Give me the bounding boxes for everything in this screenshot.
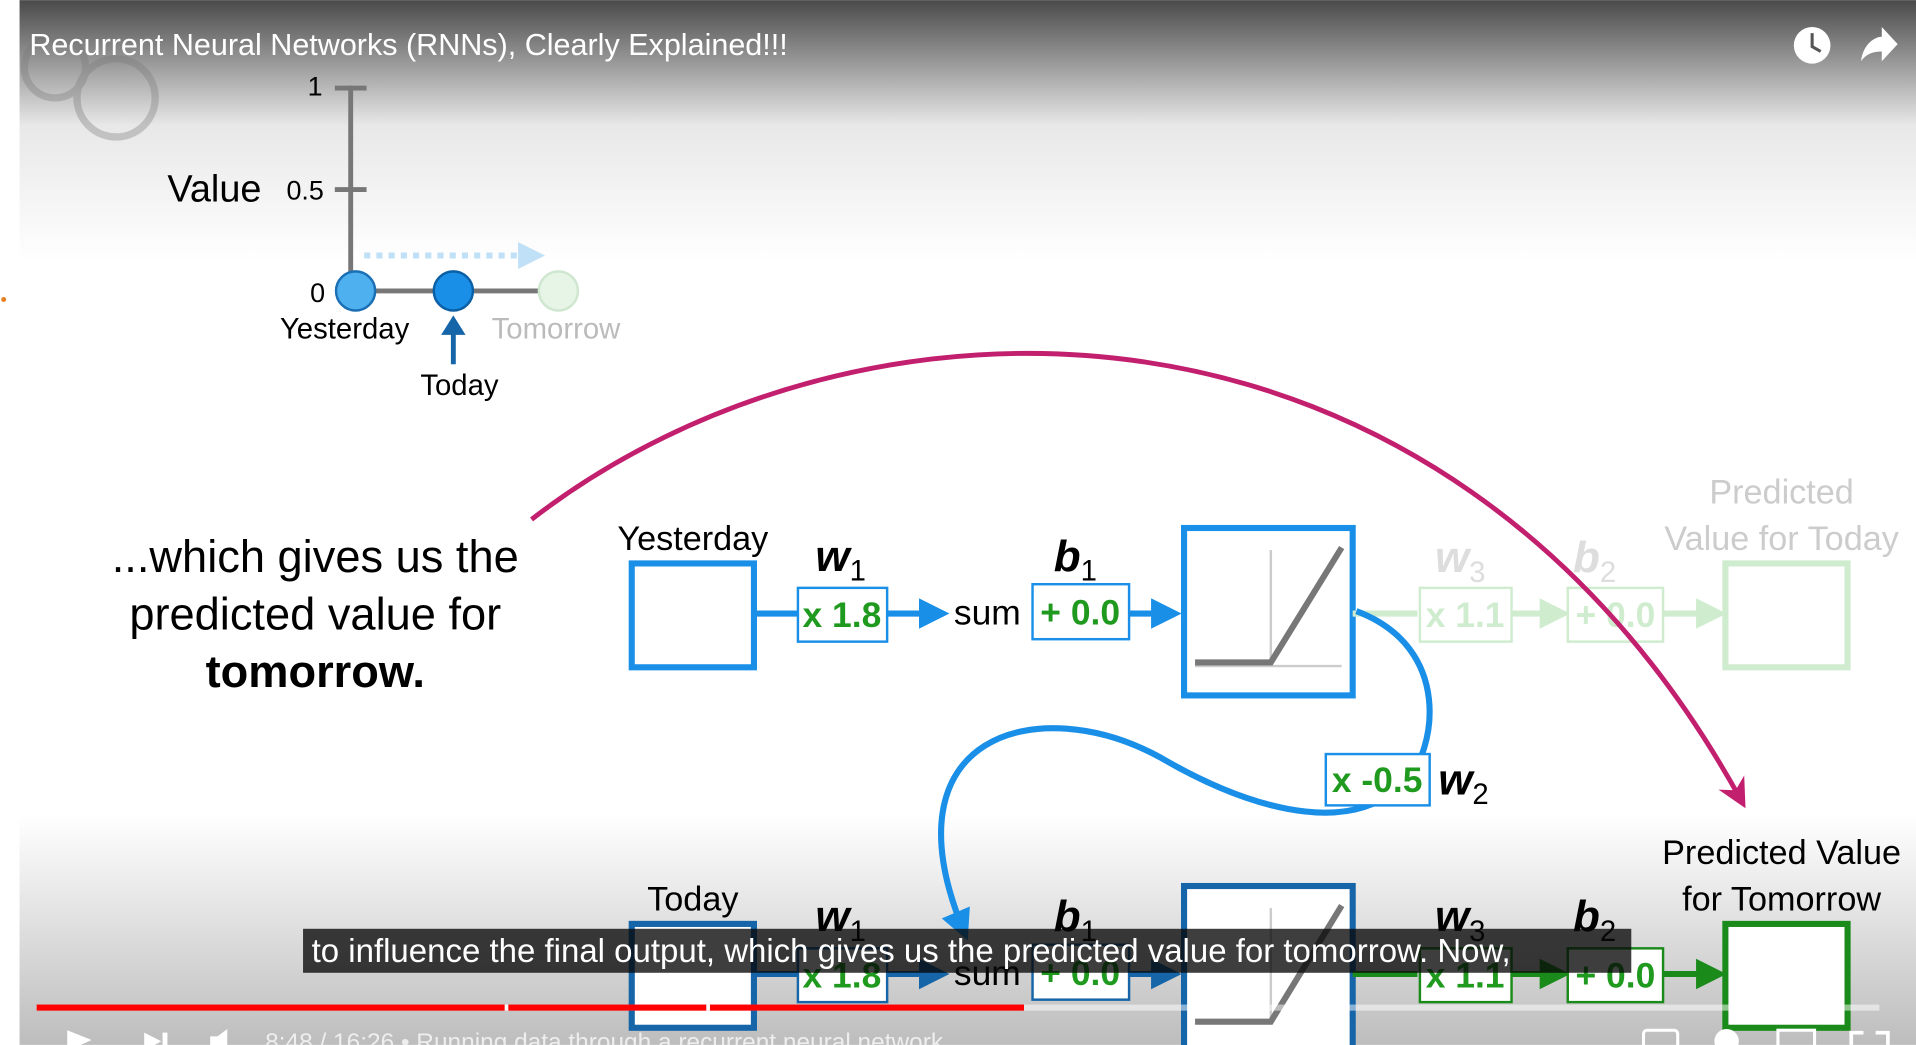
settings-button[interactable] <box>1714 1028 1739 1045</box>
weight-symbol: w1 <box>815 532 866 588</box>
narration: predicted value for <box>129 588 501 639</box>
symbol: w <box>815 532 852 581</box>
chapter-gap <box>504 1004 509 1011</box>
output-box <box>1722 560 1851 671</box>
volume-button[interactable] <box>210 1028 228 1045</box>
clock-hands <box>1810 33 1822 53</box>
subscript: 1 <box>1081 555 1097 588</box>
logo-ring <box>20 33 90 102</box>
bias-value: + 0.0 <box>1576 595 1656 635</box>
input-label: Yesterday <box>617 520 769 558</box>
relu-curve <box>1195 545 1345 666</box>
captions-button[interactable] <box>1641 1028 1680 1045</box>
time-display: 8:48 / 16:26 • Running data through a re… <box>265 1029 944 1045</box>
tick-label: 0 <box>310 278 325 308</box>
chapter-title[interactable]: • Running data through a recurrent neura… <box>401 1029 944 1045</box>
weight-symbol: w3 <box>1435 533 1486 589</box>
output-label: Predicted Value <box>1662 834 1901 872</box>
symbol: w <box>1435 533 1472 582</box>
point-label: Today <box>420 369 499 402</box>
weight-value: x -0.5 <box>1332 760 1423 800</box>
video-frame[interactable] <box>19 0 1916 1045</box>
activation-axes <box>1195 549 1342 668</box>
bias-symbol: b1 <box>1054 532 1097 588</box>
subscript: 2 <box>1472 778 1488 811</box>
sum-label: sum <box>954 593 1021 633</box>
narration: tomorrow. <box>206 646 425 697</box>
subscript: 2 <box>1600 556 1616 589</box>
point <box>432 270 475 312</box>
dot <box>1 297 7 302</box>
output-label: Value for Today <box>1664 520 1899 558</box>
progress-played[interactable] <box>36 1004 1024 1011</box>
logo-ring <box>73 55 159 141</box>
caption-bg <box>303 928 1632 973</box>
output-label: Predicted <box>1709 474 1854 512</box>
input-label: Today <box>647 880 739 918</box>
share-icon[interactable] <box>1861 27 1898 62</box>
theater-button[interactable] <box>1776 1028 1817 1045</box>
narration: ...which gives us the <box>112 531 519 582</box>
subscript: 3 <box>1469 556 1485 589</box>
symbol: b <box>1573 533 1600 582</box>
caption: to influence the final output, which giv… <box>312 932 1511 969</box>
play-button[interactable] <box>67 1030 92 1045</box>
bias-value: + 0.0 <box>1040 593 1120 633</box>
point-label: Tomorrow <box>492 313 622 346</box>
prediction-arc <box>530 350 1746 809</box>
arrow-head <box>441 315 466 335</box>
value-plot: 1 Value 0.5 0 Yesterday Tomorrow Today <box>167 71 621 401</box>
output-label: for Tomorrow <box>1682 880 1881 918</box>
weight-value: x 1.1 <box>1426 595 1505 635</box>
activation-box <box>1181 524 1356 699</box>
video-title[interactable]: Recurrent Neural Networks (RNNs), Clearl… <box>29 28 787 62</box>
bias-symbol: b2 <box>1573 533 1616 589</box>
weight-symbol: w2 <box>1438 755 1489 811</box>
logo <box>20 33 159 141</box>
tick-label: 1 <box>308 71 323 101</box>
weight-box <box>1418 586 1513 643</box>
top-row: Yesterday w1 x 1.8 sum b1 + 0.0 w3 x 1.1… <box>617 474 1900 699</box>
bias-box <box>1566 586 1665 643</box>
chapter-gap <box>706 1004 710 1011</box>
symbol: w <box>1438 755 1475 804</box>
input-box <box>628 560 757 671</box>
weight-box <box>1324 752 1431 807</box>
point <box>334 270 377 312</box>
point <box>537 270 580 312</box>
next-button[interactable] <box>144 1032 168 1045</box>
weight-value: x 1.8 <box>803 595 882 635</box>
subscript: 1 <box>850 555 866 588</box>
tick-label: 0.5 <box>286 175 323 205</box>
time: 8:48 / 16:26 <box>265 1029 394 1045</box>
axis-label: Value <box>167 169 261 211</box>
fullscreen-button[interactable] <box>1849 1030 1890 1045</box>
symbol: b <box>1054 532 1081 581</box>
feedback-loop <box>938 608 1433 941</box>
arrow-head <box>518 242 545 269</box>
point-label: Yesterday <box>280 313 410 346</box>
output-box <box>1722 920 1851 1031</box>
